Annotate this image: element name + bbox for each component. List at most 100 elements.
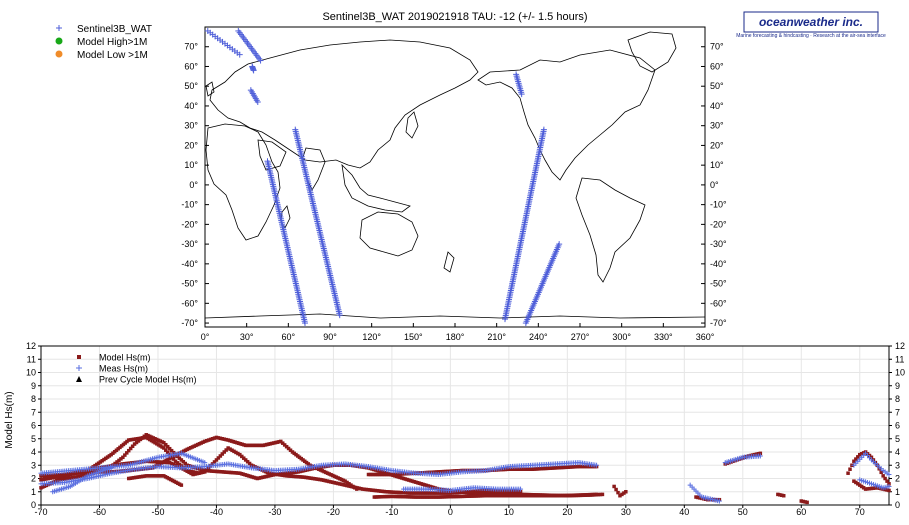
y-tick-label-right: 1 <box>895 487 900 497</box>
data-point <box>481 488 486 493</box>
data-point <box>298 469 302 474</box>
data-point <box>114 448 119 453</box>
data-point <box>393 490 397 495</box>
data-point <box>386 494 391 499</box>
y-axis-label: Model Hs(m) <box>4 391 15 448</box>
data-point <box>377 489 381 493</box>
data-point <box>415 495 419 499</box>
x-tick-label: -40 <box>210 507 223 517</box>
data-point <box>276 472 280 477</box>
data-point <box>267 473 272 478</box>
data-point <box>707 497 712 502</box>
data-point <box>519 467 524 471</box>
data-point <box>530 493 535 498</box>
data-point <box>77 474 82 479</box>
satellite-track <box>204 27 243 58</box>
data-point <box>474 494 479 498</box>
data-point <box>521 467 526 471</box>
data-point <box>332 480 337 485</box>
data-point <box>290 450 295 454</box>
y-tick-label-right: 6 <box>895 421 900 431</box>
y-tick-label-right: 7 <box>895 407 900 417</box>
data-point <box>433 495 437 499</box>
x-tick-label: -20 <box>327 507 340 517</box>
map-y-tick-label-right: -20° <box>710 219 727 229</box>
map-y-tick-label-right: -60° <box>710 298 727 308</box>
data-point <box>539 466 544 471</box>
data-point <box>246 474 251 478</box>
data-point <box>859 484 864 489</box>
data-point <box>366 472 371 477</box>
x-tick-label: -10 <box>385 507 398 517</box>
chart-legend-label: Prev Cycle Model Hs(m) <box>99 375 197 385</box>
data-point <box>226 438 230 442</box>
data-point <box>153 440 157 445</box>
data-point <box>422 495 427 499</box>
data-point <box>568 493 572 498</box>
data-point <box>225 470 230 475</box>
data-point <box>252 443 257 448</box>
data-point <box>272 441 276 445</box>
data-point <box>575 493 579 497</box>
data-point <box>88 472 92 476</box>
y-tick-label-right: 4 <box>895 447 900 457</box>
data-point <box>214 435 219 440</box>
legend-marker <box>56 25 62 31</box>
data-point <box>253 476 258 480</box>
data-point <box>146 436 150 441</box>
data-point <box>512 493 517 498</box>
y-tick-label-left: 5 <box>31 434 36 444</box>
data-point <box>222 470 226 474</box>
data-point <box>478 489 482 493</box>
data-point <box>132 442 137 446</box>
data-point <box>165 444 170 449</box>
data-point <box>477 491 481 495</box>
data-point <box>337 482 342 486</box>
data-point <box>298 475 303 479</box>
data-point <box>389 490 394 494</box>
data-point <box>413 495 418 499</box>
data-point <box>420 491 424 495</box>
data-point <box>886 483 892 489</box>
data-point <box>156 438 161 443</box>
data-point <box>318 477 322 482</box>
data-point <box>243 473 247 477</box>
data-point <box>280 441 285 445</box>
data-point <box>334 475 339 479</box>
data-point <box>297 455 302 460</box>
data-point <box>208 437 213 442</box>
data-point <box>400 494 405 499</box>
data-point <box>535 493 540 498</box>
chart-grid <box>40 345 889 506</box>
data-point <box>185 447 189 452</box>
data-point <box>386 490 390 494</box>
data-point <box>72 475 77 480</box>
data-point <box>91 465 95 469</box>
data-point <box>517 493 522 498</box>
data-point <box>393 472 398 477</box>
data-point <box>57 474 62 479</box>
data-point <box>151 474 156 478</box>
data-point <box>852 479 856 483</box>
data-point <box>309 476 313 480</box>
x-tick-label: 20 <box>562 507 572 517</box>
data-point <box>423 491 428 495</box>
data-point <box>564 465 569 470</box>
data-point <box>548 466 552 470</box>
data-point <box>171 450 176 455</box>
data-point <box>193 470 197 475</box>
map-y-tick-label-left: 50° <box>184 81 198 91</box>
data-point <box>564 493 569 498</box>
data-point <box>757 453 763 459</box>
data-point <box>848 467 852 471</box>
map-legend-label: Sentinel3B_WAT <box>77 24 152 35</box>
data-point <box>396 490 401 495</box>
data-point <box>414 480 418 484</box>
data-point <box>403 477 408 481</box>
data-point <box>179 483 184 487</box>
data-point <box>284 444 289 449</box>
data-point <box>64 472 68 476</box>
data-point <box>167 452 172 457</box>
map-x-tick-label: 30° <box>240 332 254 342</box>
